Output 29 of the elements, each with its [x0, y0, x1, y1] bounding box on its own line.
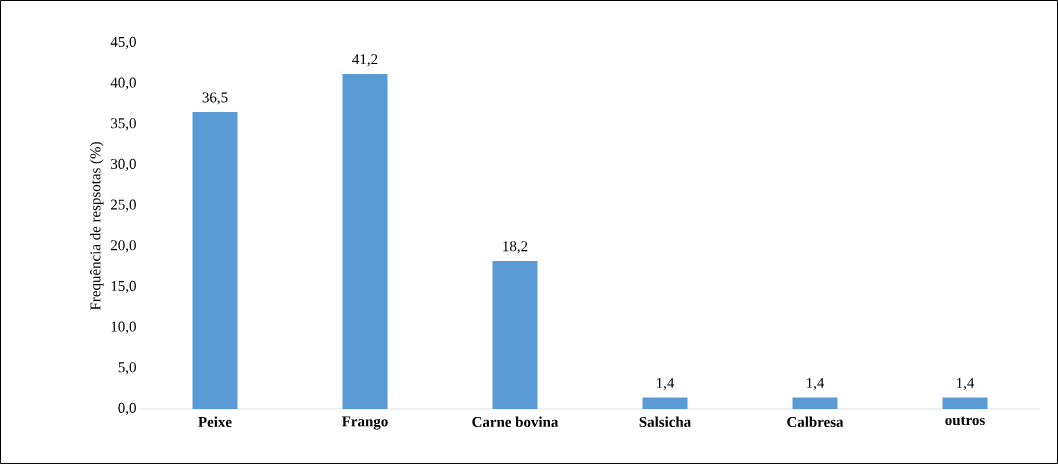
bar: [642, 397, 688, 409]
y-tick-label: 35,0: [111, 118, 136, 131]
y-tick-label: 15,0: [111, 280, 136, 294]
y-tick-label: 25,0: [111, 199, 136, 212]
y-tick-label: 40,0: [110, 77, 136, 90]
bar: [192, 112, 238, 409]
y-tick-label: 0,0: [118, 402, 136, 416]
y-tick-label: 30,0: [111, 158, 136, 172]
x-tick-label: Salsicha: [639, 416, 691, 428]
data-label: 1,4: [656, 377, 675, 391]
x-tick-label: Carne bovina: [472, 416, 559, 428]
data-label: 18,2: [503, 241, 528, 254]
data-label: 41,2: [352, 54, 378, 67]
y-tick-label: 45,0: [110, 36, 136, 50]
y-tick-label: 5,0: [118, 362, 136, 375]
data-label: 1,4: [806, 377, 825, 391]
data-label: 1,4: [956, 377, 975, 391]
bar: [942, 397, 988, 409]
y-tick-label: 10,0: [111, 321, 136, 334]
x-tick-label: outros: [945, 416, 985, 426]
y-tick-label: 20,0: [111, 240, 136, 253]
y-axis-title: Frequência de respsotas (%): [89, 142, 104, 310]
x-tick-label: Calbresa: [787, 416, 844, 428]
x-tick-label: Peixe: [198, 416, 232, 428]
data-label: 36,5: [202, 92, 228, 105]
bar: [492, 260, 538, 409]
x-tick-label: Frango: [342, 416, 388, 430]
bar: [792, 397, 838, 409]
bar: [342, 73, 388, 409]
